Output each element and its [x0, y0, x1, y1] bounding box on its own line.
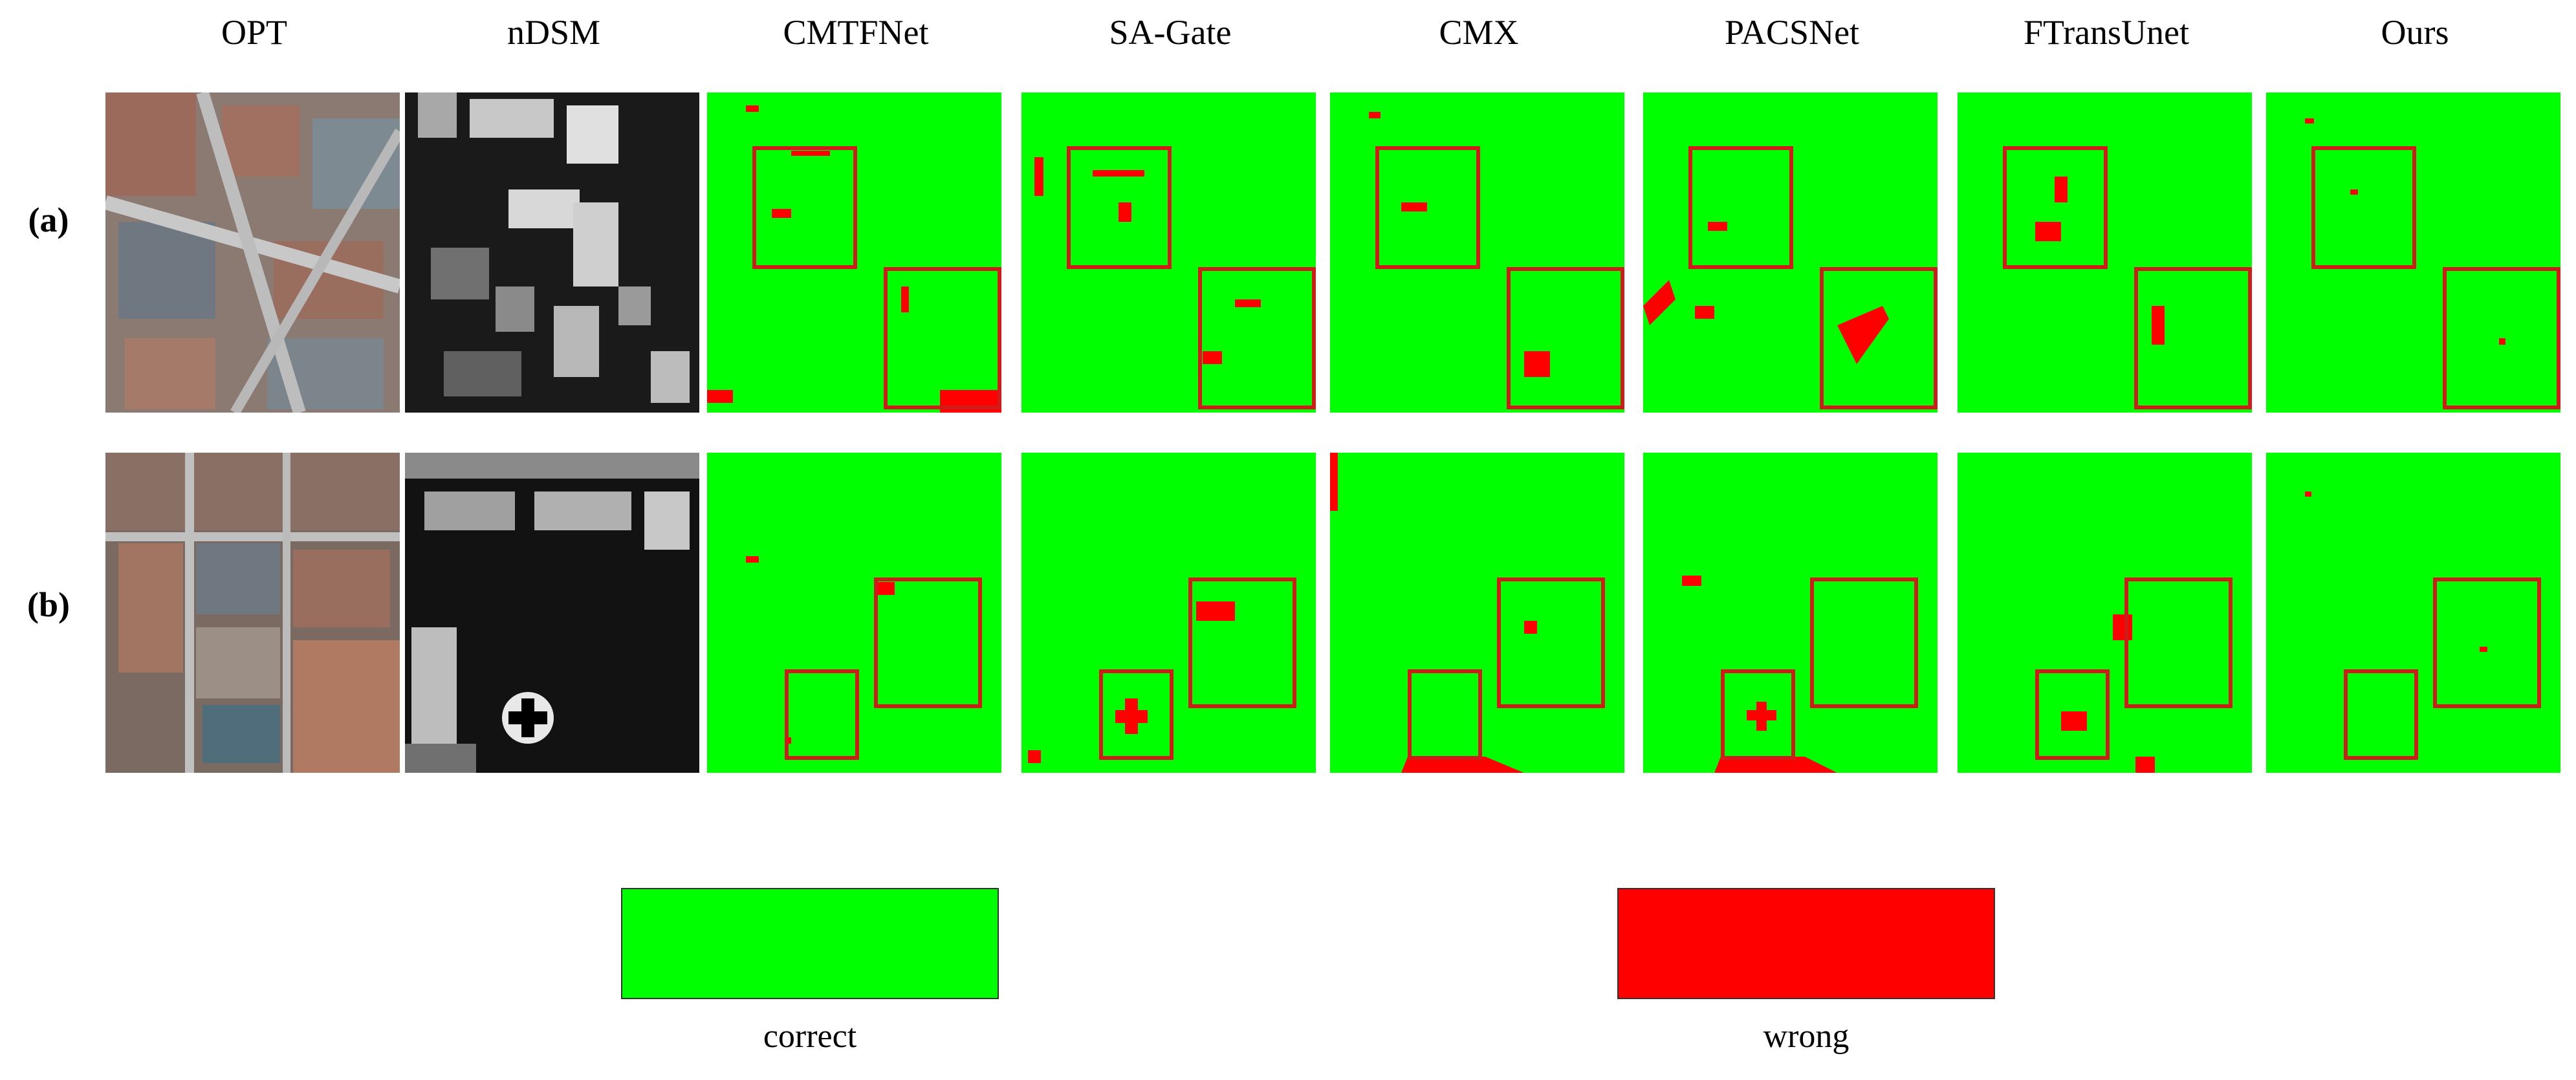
map-pacsnet-a — [1643, 92, 1937, 413]
highlight-box — [2134, 267, 2252, 409]
map-cmx-b — [1330, 453, 1624, 773]
image-ndsm-a — [405, 92, 699, 413]
legend-swatch-wrong — [1617, 888, 1995, 999]
highlight-box — [2035, 669, 2110, 760]
highlight-box — [785, 669, 859, 760]
column-header-opt: OPT — [221, 13, 287, 52]
highlight-box — [1408, 669, 1482, 760]
map-ftransunet-b — [1958, 453, 2252, 773]
highlight-box — [2443, 267, 2560, 409]
map-cmtfnet-a — [707, 92, 1001, 413]
map-cmx-a — [1330, 92, 1624, 413]
highlight-box — [1067, 146, 1172, 269]
highlight-box — [884, 267, 1001, 409]
legend-label-correct: correct — [763, 1018, 857, 1055]
column-header-sa-gate: SA-Gate — [1109, 13, 1232, 52]
legend-swatch-correct — [621, 888, 999, 999]
image-opt-a — [105, 92, 400, 413]
highlight-box — [2433, 578, 2541, 708]
highlight-box — [2344, 669, 2418, 760]
highlight-box — [1198, 267, 1316, 409]
highlight-box — [2003, 146, 2108, 269]
column-header-ours: Ours — [2381, 13, 2449, 52]
highlight-box — [1375, 146, 1480, 269]
column-header-cmtfnet: CMTFNet — [783, 13, 929, 52]
legend-label-wrong: wrong — [1763, 1018, 1850, 1055]
highlight-box — [1507, 267, 1624, 409]
map-sa-gate-a — [1021, 92, 1316, 413]
map-ours-a — [2266, 92, 2560, 413]
map-cmtfnet-b — [707, 453, 1001, 773]
image-ndsm-b — [405, 453, 699, 773]
highlight-box — [1099, 669, 1173, 760]
highlight-box — [2311, 146, 2416, 269]
highlight-box — [1497, 578, 1605, 708]
column-header-cmx: CMX — [1439, 13, 1519, 52]
map-ours-b — [2266, 453, 2560, 773]
highlight-box — [874, 578, 982, 708]
row-label-b: (b) — [27, 585, 70, 624]
column-header-ndsm: nDSM — [507, 13, 601, 52]
map-pacsnet-b — [1643, 453, 1937, 773]
highlight-box — [2124, 578, 2232, 708]
highlight-box — [1820, 267, 1937, 409]
row-label-a: (a) — [28, 200, 69, 239]
column-header-pacsnet: PACSNet — [1724, 13, 1860, 52]
highlight-box — [1721, 669, 1795, 760]
highlight-box — [752, 146, 857, 269]
highlight-box — [1688, 146, 1793, 269]
highlight-box — [1188, 578, 1296, 708]
map-sa-gate-b — [1021, 453, 1316, 773]
map-ftransunet-a — [1958, 92, 2252, 413]
image-opt-b — [105, 453, 400, 773]
highlight-box — [1810, 578, 1918, 708]
column-header-ftransunet: FTransUnet — [2023, 13, 2190, 52]
